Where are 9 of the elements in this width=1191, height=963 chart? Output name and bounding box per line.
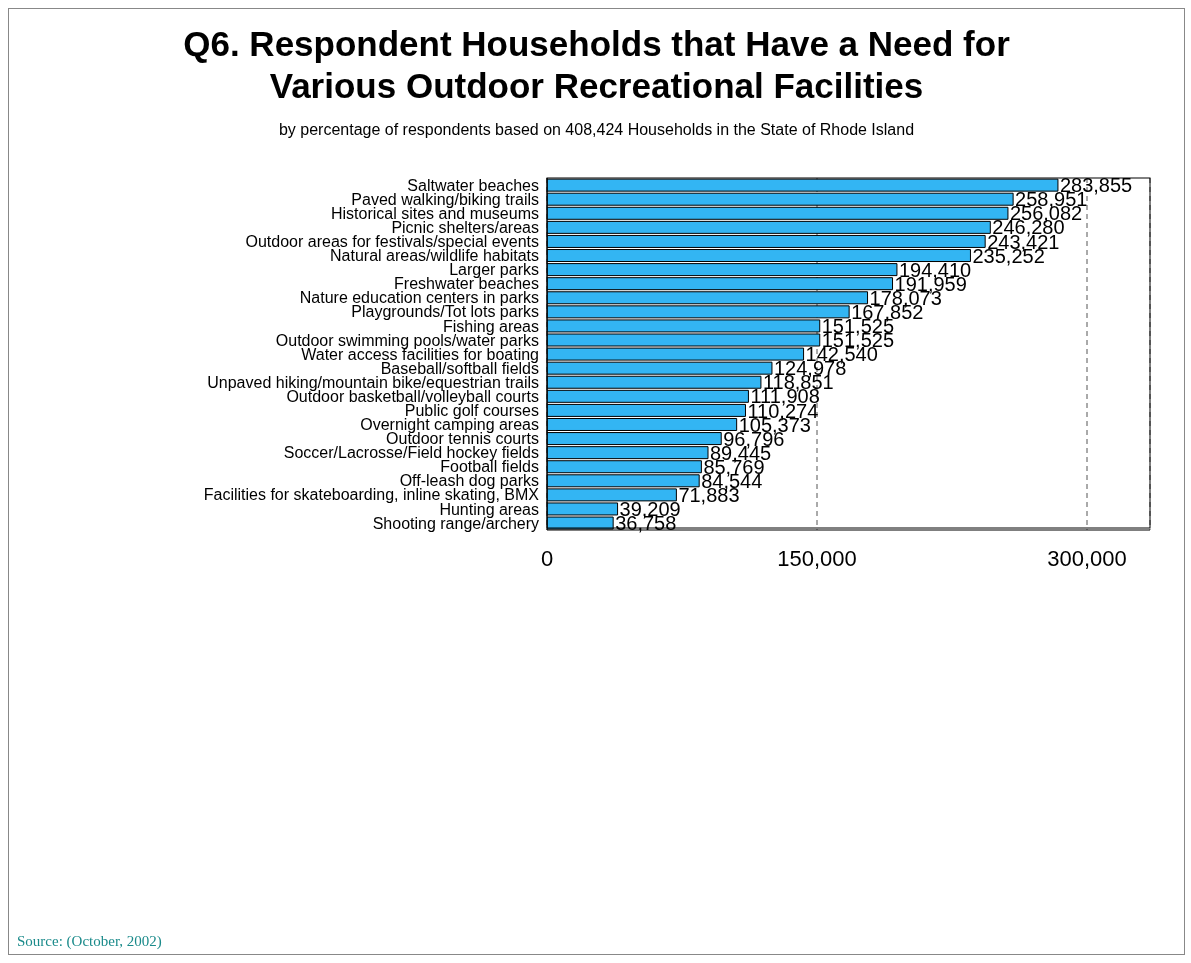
x-tick-label: 150,000 (777, 545, 857, 571)
y-tick-label: Picnic shelters/areas (391, 218, 539, 236)
chart-subtitle: by percentage of respondents based on 408,424 Households in the State of Rhode Island (277, 121, 916, 139)
y-tick-label: Larger parks (449, 261, 539, 279)
x-tick-label: 300,000 (1047, 545, 1127, 571)
y-tick-label: Saltwater beaches (407, 176, 539, 194)
chart-title: Q6. Respondent Households that Have a Need for Various Outdoor Recreational Facilities (182, 23, 1011, 107)
x-tick-label: 0 (540, 545, 554, 571)
source-note: Source: (October, 2002) (17, 933, 162, 950)
